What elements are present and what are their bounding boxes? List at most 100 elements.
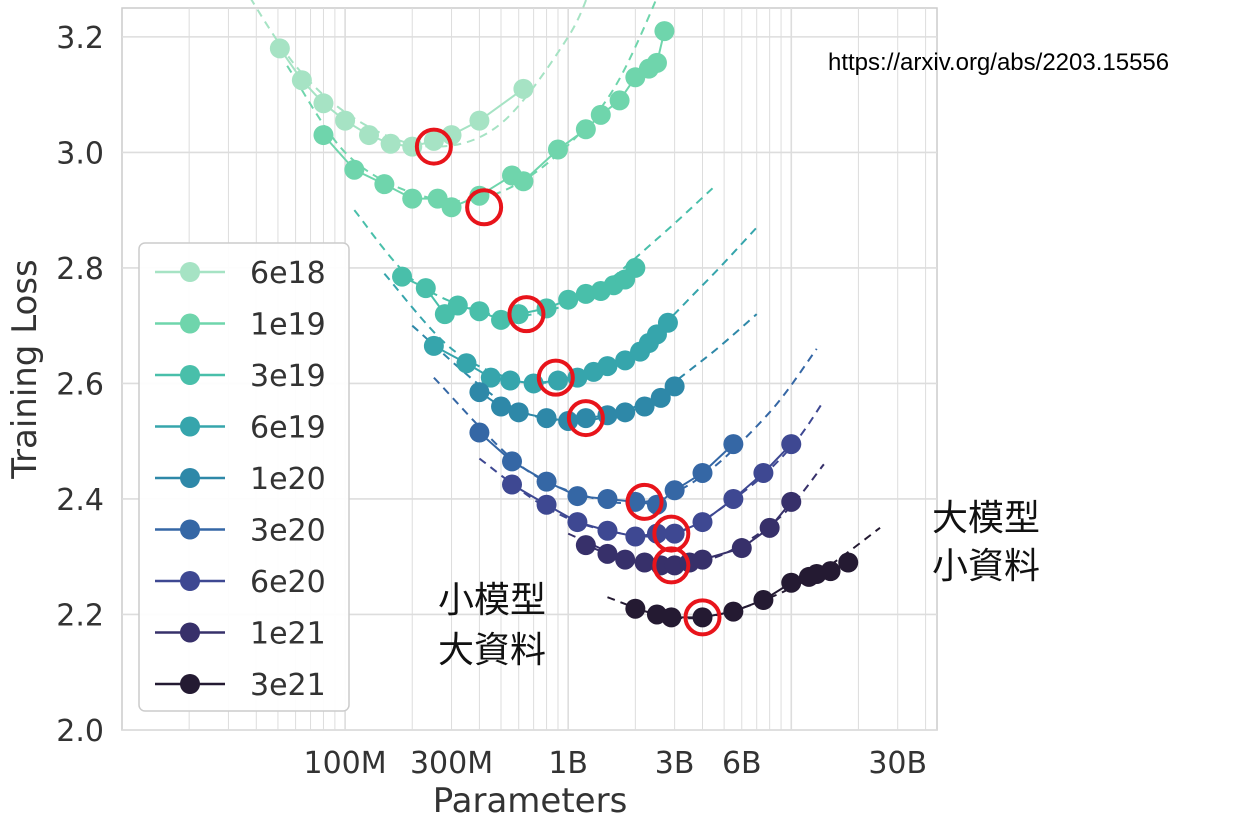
data-point-3e19 [469,301,490,322]
data-point-6e18 [359,125,380,146]
data-point-3e21 [625,598,646,619]
data-point-1e21 [575,535,596,556]
data-point-1e21 [692,549,713,570]
fit-curve-1e20 [411,313,758,423]
data-point-6e20 [502,474,523,495]
legend-label: 3e19 [250,359,326,394]
legend-marker [180,519,200,540]
data-point-1e19 [654,21,675,42]
data-point-1e19 [374,174,395,195]
legend-item-6e18: 6e18 [155,256,326,291]
data-point-6e19 [657,312,678,333]
data-point-6e18 [513,78,534,99]
series-1e21 [575,491,802,576]
data-point-3e21 [661,607,682,628]
legend-marker [180,262,200,282]
legend-marker [180,622,200,643]
data-point-6e20 [567,512,588,533]
optimal-marker-6e20 [652,514,691,553]
data-point-6e20 [625,526,646,547]
big-model-label-line1: 大模型 [932,498,1040,539]
data-point-1e20 [664,376,685,397]
series-markers [269,21,859,628]
small-model-label-line2: 大資料 [438,630,546,671]
x-tick-label: 6B [722,746,762,781]
legend-item-6e19: 6e19 [155,411,326,446]
optimal-marker-6e19 [536,358,575,397]
data-point-3e20 [567,486,588,507]
legend-marker [180,313,200,334]
data-point-6e18 [441,125,462,146]
legend-marker [180,365,200,385]
data-point-6e19 [500,370,521,391]
data-point-3e19 [447,295,468,316]
legend-marker [180,468,200,488]
legend-label: 1e19 [250,308,326,343]
data-point-3e19 [491,309,512,330]
data-point-3e20 [502,451,523,472]
data-point-6e18 [313,93,334,114]
data-point-1e20 [650,387,671,408]
y-axis-ticks: 2.0 2.2 2.4 2.6 2.8 3.0 3.2 [56,21,104,749]
data-point-3e21 [753,590,774,611]
legend-item-3e19: 3e19 [155,359,326,394]
data-point-3e20 [692,462,713,483]
legend-box [138,242,350,712]
legend-label: 3e20 [250,514,326,549]
data-point-6e19 [456,353,477,374]
data-point-1e21 [664,555,685,576]
data-point-1e19 [402,188,423,209]
data-point-6e20 [781,434,802,455]
x-tick-label: 1B [548,746,588,781]
y-tick-label: 2.2 [56,598,104,633]
optimal-marker-3e19 [507,295,546,334]
data-point-3e21 [781,572,802,593]
y-tick-label: 2.0 [56,714,104,749]
source-url: https://arxiv.org/abs/2203.15556 [828,49,1169,76]
legend-label: 6e18 [250,256,326,291]
y-tick-label: 2.4 [56,483,104,518]
data-point-6e20 [597,520,618,541]
data-point-1e21 [759,517,780,538]
data-point-1e21 [781,491,802,512]
series-3e21 [625,552,859,628]
data-point-3e20 [723,434,744,455]
y-tick-label: 2.6 [56,367,104,402]
data-point-1e20 [634,396,655,417]
legend-item-6e20: 6e20 [155,565,326,600]
x-axis-title: Parameters [433,781,628,821]
data-point-1e19 [609,90,630,111]
optimal-circles [414,127,722,637]
legend-item-1e21: 1e21 [155,617,326,652]
legend-label: 1e20 [250,462,326,497]
optimal-marker-1e21 [652,546,691,585]
data-point-3e19 [575,283,596,304]
data-point-6e18 [269,38,290,59]
data-point-1e20 [469,382,490,403]
data-point-1e21 [615,549,636,570]
legend-label: 1e21 [250,617,326,652]
data-point-6e19 [423,335,444,356]
optimal-marker-3e21 [683,598,722,637]
data-point-6e19 [615,350,636,371]
legend: 6e18 1e19 3e19 6e19 1e20 3e20 6e20 1e21 3e21 [138,242,350,712]
data-point-1e19 [590,104,611,125]
x-tick-label: 300M [410,746,493,781]
data-point-6e19 [547,370,568,391]
data-point-6e20 [646,523,667,544]
y-axis-title: Training Loss [5,259,45,480]
data-point-3e21 [820,561,841,582]
optimal-marker-3e20 [625,482,664,521]
data-point-1e19 [646,52,667,73]
data-point-1e19 [575,119,596,140]
series-line-3e20 [478,431,735,506]
small-model-label-line1: 小模型 [438,580,546,621]
y-tick-label: 3.2 [56,21,104,56]
series-3e20 [469,422,744,515]
series-1e19 [313,21,675,218]
data-point-6e18 [335,110,356,131]
optimal-marker-1e19 [465,188,504,227]
data-point-6e20 [536,494,557,515]
legend-item-1e19: 1e19 [155,308,326,343]
